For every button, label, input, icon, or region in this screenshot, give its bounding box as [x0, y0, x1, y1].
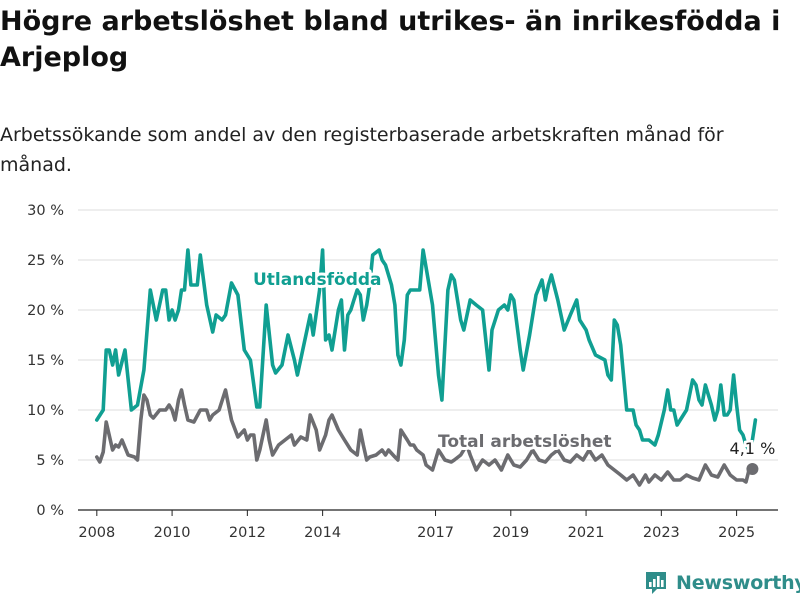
- y-tick-label: 30 %: [27, 203, 64, 219]
- end-value-label: 4,1 %: [730, 439, 776, 458]
- chart-title: Högre arbetslöshet bland utrikes- än inr…: [0, 6, 781, 73]
- y-tick-label: 20 %: [27, 303, 64, 319]
- x-tick-label: 2012: [229, 525, 266, 541]
- y-tick-label: 25 %: [27, 253, 64, 269]
- y-tick-label: 10 %: [27, 403, 64, 419]
- x-tick-label: 2019: [492, 525, 529, 541]
- y-tick-label: 15 %: [27, 353, 64, 369]
- chart-subtitle: Arbetssökande som andel av den registerb…: [0, 124, 724, 176]
- x-tick-label: 2010: [154, 525, 191, 541]
- brand-name: Newsworthy: [676, 572, 800, 594]
- brand: Newsworthy: [644, 568, 800, 598]
- series-label-utlandsfodda: Utlandsfödda: [253, 270, 382, 290]
- series-label-total: Total arbetslöshet: [438, 432, 612, 452]
- x-tick-label: 2021: [568, 525, 605, 541]
- x-tick-label: 2017: [417, 525, 454, 541]
- x-tick-label: 2008: [78, 525, 115, 541]
- series-line-total-arbetslöshet: [95, 388, 755, 487]
- y-tick-label: 5 %: [36, 453, 64, 469]
- x-tick-label: 2023: [643, 525, 680, 541]
- x-tick-label: 2014: [304, 525, 341, 541]
- newsworthy-logo-icon: [646, 572, 666, 594]
- x-tick-label: 2025: [718, 525, 755, 541]
- series-line-utlandsfödda: [95, 248, 758, 452]
- end-point-marker: [746, 463, 759, 475]
- y-tick-label: 0 %: [36, 503, 64, 519]
